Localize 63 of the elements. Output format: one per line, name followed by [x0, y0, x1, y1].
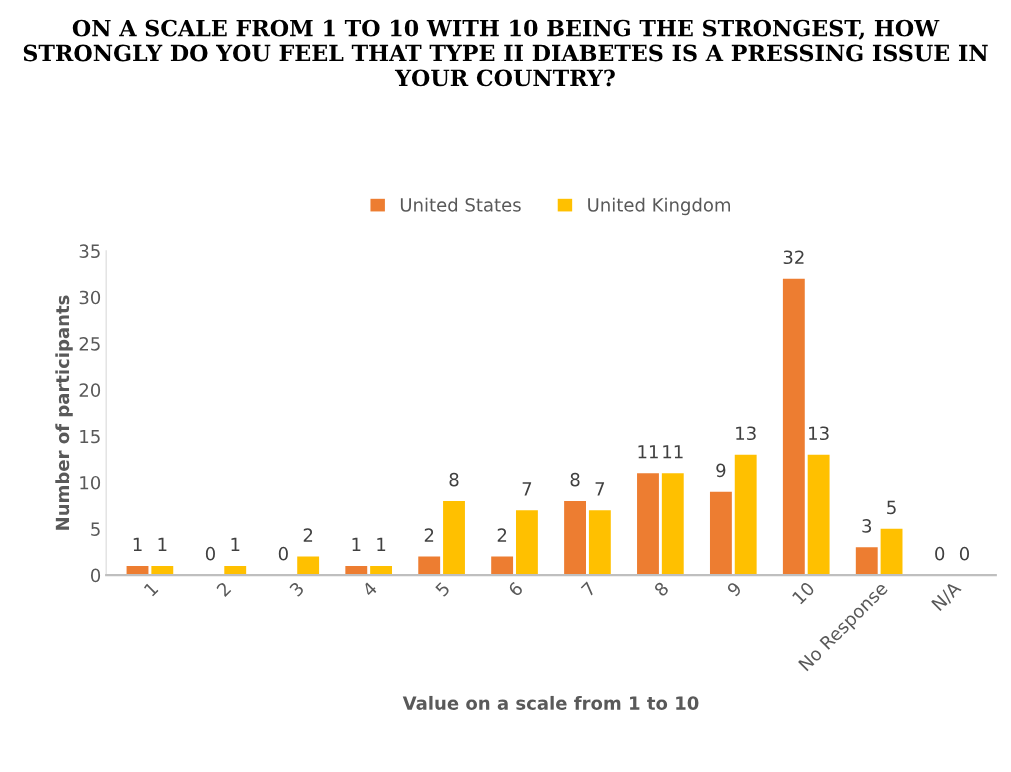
bar: [443, 501, 465, 576]
bar: [855, 547, 878, 576]
data-label: 9: [716, 463, 726, 478]
data-label: 1: [133, 537, 142, 552]
data-label: 1: [377, 537, 386, 552]
chart-title: ON A SCALE FROM 1 TO 10 WITH 10 BEING THE STRONGEST, HOW STRONGLY DO YOU FEEL THAT TYPE II DIABETES IS A PRESSING ISSUE IN YOUR COUNTRY?: [23, 19, 988, 87]
data-label: 5: [887, 500, 896, 515]
bar: [637, 473, 659, 576]
data-label: 7: [522, 482, 532, 496]
bar: [880, 528, 903, 576]
data-label: 2: [497, 528, 507, 542]
x-tick-label: 8: [653, 581, 670, 598]
bar: [661, 473, 684, 576]
x-tick-label: 3: [288, 581, 305, 598]
y-tick-label: 25: [79, 337, 100, 351]
data-label: 13: [736, 426, 756, 441]
data-label: 11: [663, 445, 683, 459]
bar: [297, 556, 320, 576]
bar: [782, 278, 805, 576]
data-label: 0: [935, 546, 945, 561]
y-tick-label: 0: [91, 568, 101, 583]
x-axis-title: Value on a scale from 1 to 10: [402, 695, 699, 710]
x-tick-label: 6: [507, 581, 524, 598]
data-label: 3: [862, 519, 872, 533]
data-label: 1: [352, 537, 361, 552]
data-label: 13: [809, 426, 829, 441]
y-tick-label: 5: [91, 522, 100, 536]
data-label: 2: [424, 528, 434, 542]
y-tick-label: 30: [79, 290, 101, 305]
x-tick-label: N/A: [931, 580, 963, 613]
x-tick-label: 2: [215, 581, 232, 597]
bar: [515, 510, 538, 576]
bar: [734, 454, 757, 576]
data-label: 11: [638, 445, 658, 459]
y-tick-label: 35: [79, 244, 100, 259]
bar: [807, 454, 830, 576]
bar: [709, 491, 732, 576]
x-tick-label: 9: [726, 581, 743, 598]
y-tick-label: 15: [80, 429, 100, 444]
x-tick-label: 7: [580, 581, 597, 597]
data-label: 1: [158, 537, 167, 552]
bar: [564, 501, 586, 576]
data-label: 7: [595, 482, 605, 496]
y-axis-title: Number of participants: [55, 295, 73, 530]
data-label: 0: [959, 546, 970, 561]
data-label: 8: [570, 472, 580, 487]
y-tick-label: 10: [80, 475, 101, 490]
bar: [588, 510, 611, 576]
data-label: 2: [303, 528, 313, 542]
data-label: 0: [278, 546, 288, 561]
x-tick-label: 1: [143, 581, 159, 597]
x-tick-label: 4: [361, 581, 378, 598]
data-label: 0: [205, 546, 215, 561]
data-label: 1: [231, 537, 240, 552]
x-tick-label: 5: [434, 581, 451, 598]
bar: [491, 556, 514, 576]
data-label: 8: [449, 472, 459, 487]
data-label: 32: [783, 250, 804, 265]
x-tick-label: 10: [791, 581, 816, 605]
legend-label: United Kingdom: [588, 197, 730, 216]
legend-label: United States: [400, 197, 521, 212]
bar: [418, 556, 441, 576]
y-tick-label: 20: [79, 383, 101, 397]
